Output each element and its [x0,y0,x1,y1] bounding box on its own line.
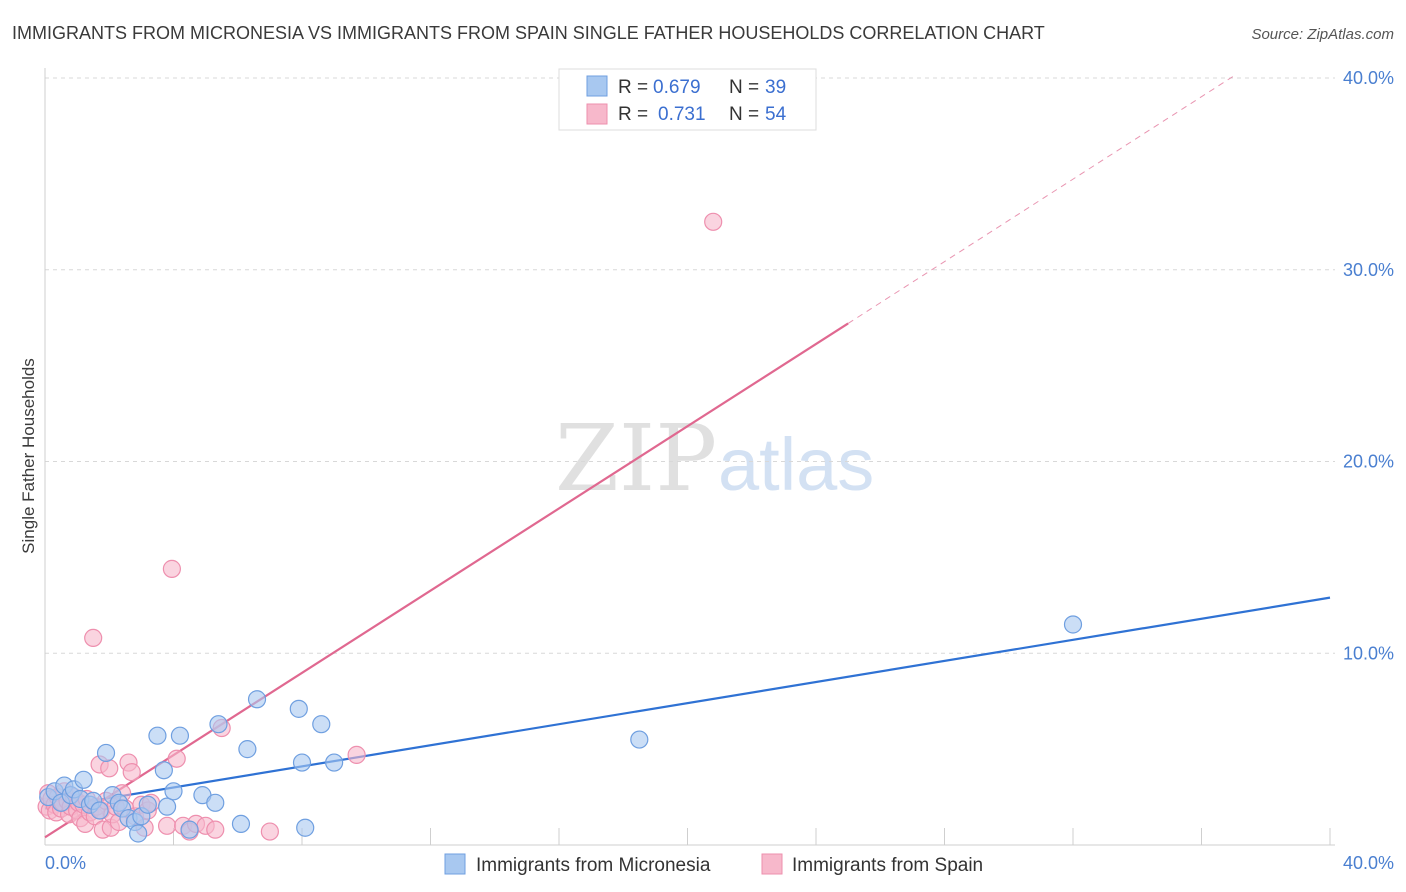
point-spain [704,212,723,231]
point-micronesia [74,770,93,789]
point-micronesia [96,743,116,763]
y-tick-label-40: 40.0% [1343,68,1394,88]
y-axis-label: Single Father Households [19,358,38,554]
point-micronesia [154,761,173,780]
point-micronesia [238,740,257,759]
point-micronesia [157,797,177,816]
point-micronesia [296,818,315,837]
x-tick-label-min: 0.0% [45,853,86,873]
point-spain [347,745,366,764]
legend-r-value-spain: 0.731 [658,104,706,125]
legend-n-label-micronesia: N = [729,77,759,98]
point-micronesia [289,699,308,718]
source-label: Source: ZipAtlas.com [1251,26,1394,43]
legend-swatch-micronesia [586,75,608,97]
bottom-legend-label-spain: Immigrants from Spain [792,855,983,876]
trendline-spain-extension [847,75,1234,324]
point-micronesia [209,715,228,734]
point-micronesia [148,726,167,745]
point-spain [157,816,177,835]
legend-r-label-spain: R = [618,104,648,125]
legend-r-value-micronesia: 0.679 [653,77,701,98]
chart-title: IMMIGRANTS FROM MICRONESIA VS IMMIGRANTS… [12,23,1045,43]
series-spain-points [37,212,723,841]
legend-r-label-micronesia: R = [618,77,648,98]
x-tick-label-max: 40.0% [1343,853,1394,873]
point-micronesia [90,801,109,820]
point-micronesia [292,753,312,772]
bottom-legend-swatch-micronesia [444,853,466,875]
point-spain [206,820,225,839]
point-micronesia [170,726,190,745]
trendline-spain [44,322,849,839]
legend-swatch-spain [586,103,608,125]
bottom-legend-swatch-spain [761,853,783,875]
gridlines [45,77,1335,654]
point-micronesia [164,782,183,801]
point-spain [260,822,279,841]
point-micronesia [138,795,157,814]
y-tick-labels: 10.0% 20.0% 30.0% 40.0% [1343,68,1394,663]
point-micronesia [231,814,251,834]
point-spain [167,749,186,768]
point-spain [122,763,141,782]
point-spain [84,628,103,648]
point-micronesia [129,824,148,843]
point-micronesia [630,730,649,749]
bottom-legend-label-micronesia: Immigrants from Micronesia [476,855,711,876]
point-micronesia [206,793,225,812]
series-legend: Immigrants from Micronesia Immigrants fr… [444,853,983,876]
x-axis-ticks [173,828,1331,845]
point-micronesia [1063,615,1083,634]
point-micronesia [247,690,267,709]
y-tick-label-10: 10.0% [1343,643,1394,663]
correlation-legend: R = 0.679 N = 39 R = 0.731 N = 54 [558,68,817,131]
legend-n-value-micronesia: 39 [765,77,786,98]
watermark-atlas: atlas [718,423,874,506]
series-micronesia-points [39,615,1083,843]
point-micronesia [312,715,331,734]
y-tick-label-30: 30.0% [1343,260,1394,280]
point-micronesia [180,820,199,839]
point-spain [162,559,181,578]
legend-n-value-spain: 54 [765,104,787,125]
point-spain [100,759,119,778]
point-micronesia [325,753,344,772]
legend-n-label-spain: N = [729,104,759,125]
trendline-micronesia [44,596,1331,810]
y-tick-label-20: 20.0% [1343,452,1394,472]
